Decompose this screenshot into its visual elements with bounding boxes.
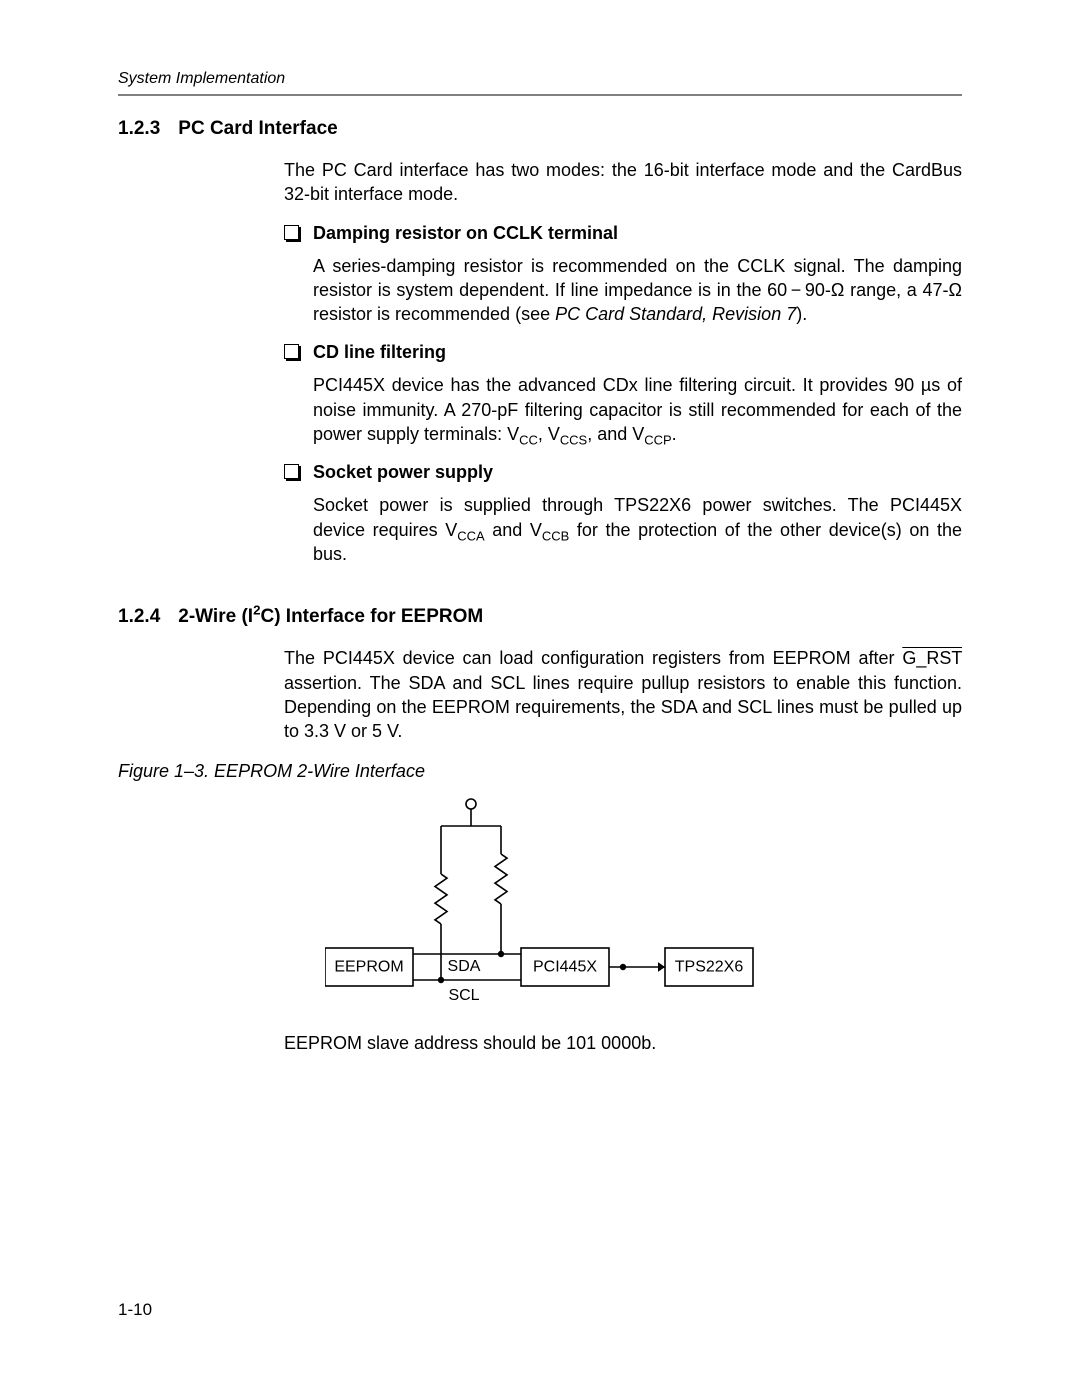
running-header: System Implementation bbox=[118, 70, 962, 96]
svg-text:PCI445X: PCI445X bbox=[533, 959, 597, 976]
eeprom-slave-address-note: EEPROM slave address should be 101 0000b… bbox=[284, 1033, 962, 1054]
section-124-intro: The PCI445X device can load configuratio… bbox=[284, 646, 962, 743]
figure-1-3: EEPROM PCI445X TPS22X6 SDA SCL bbox=[118, 796, 962, 1011]
bullet-title: Damping resistor on CCLK terminal bbox=[313, 223, 618, 244]
section-title-124: 2-Wire (I2C) Interface for EEPROM bbox=[178, 606, 483, 627]
section-title-123: PC Card Interface bbox=[178, 118, 337, 139]
bullet-title: Socket power supply bbox=[313, 462, 493, 483]
section-number-124: 1.2.4 bbox=[118, 606, 160, 628]
bullet-item: Socket power supply Socket power is suppl… bbox=[284, 462, 962, 566]
eeprom-2wire-diagram: EEPROM PCI445X TPS22X6 SDA SCL bbox=[325, 796, 755, 1011]
page-number: 1-10 bbox=[118, 1300, 152, 1320]
bullet-marker-icon bbox=[284, 464, 299, 479]
bullet-body: PCI445X device has the advanced CDx line… bbox=[313, 373, 962, 446]
bullet-item: Damping resistor on CCLK terminal A serie… bbox=[284, 223, 962, 327]
section-heading-123: 1.2.3 PC Card Interface bbox=[118, 118, 962, 140]
svg-text:SCL: SCL bbox=[448, 987, 479, 1004]
svg-text:TPS22X6: TPS22X6 bbox=[675, 959, 744, 976]
section-123-intro: The PC Card interface has two modes: the… bbox=[284, 158, 962, 207]
section-heading-124: 1.2.4 2-Wire (I2C) Interface for EEPROM bbox=[118, 606, 962, 628]
bullet-item: CD line filtering PCI445X device has the … bbox=[284, 342, 962, 446]
bullet-title: CD line filtering bbox=[313, 342, 446, 363]
bullet-marker-icon bbox=[284, 225, 299, 240]
bullet-marker-icon bbox=[284, 344, 299, 359]
svg-text:EEPROM: EEPROM bbox=[334, 959, 403, 976]
bullet-body: Socket power is supplied through TPS22X6… bbox=[313, 493, 962, 566]
figure-caption: Figure 1–3. EEPROM 2-Wire Interface bbox=[118, 761, 962, 782]
section-number-123: 1.2.3 bbox=[118, 118, 160, 140]
bullet-body: A series-damping resistor is recommended… bbox=[313, 254, 962, 327]
svg-text:SDA: SDA bbox=[448, 958, 481, 975]
